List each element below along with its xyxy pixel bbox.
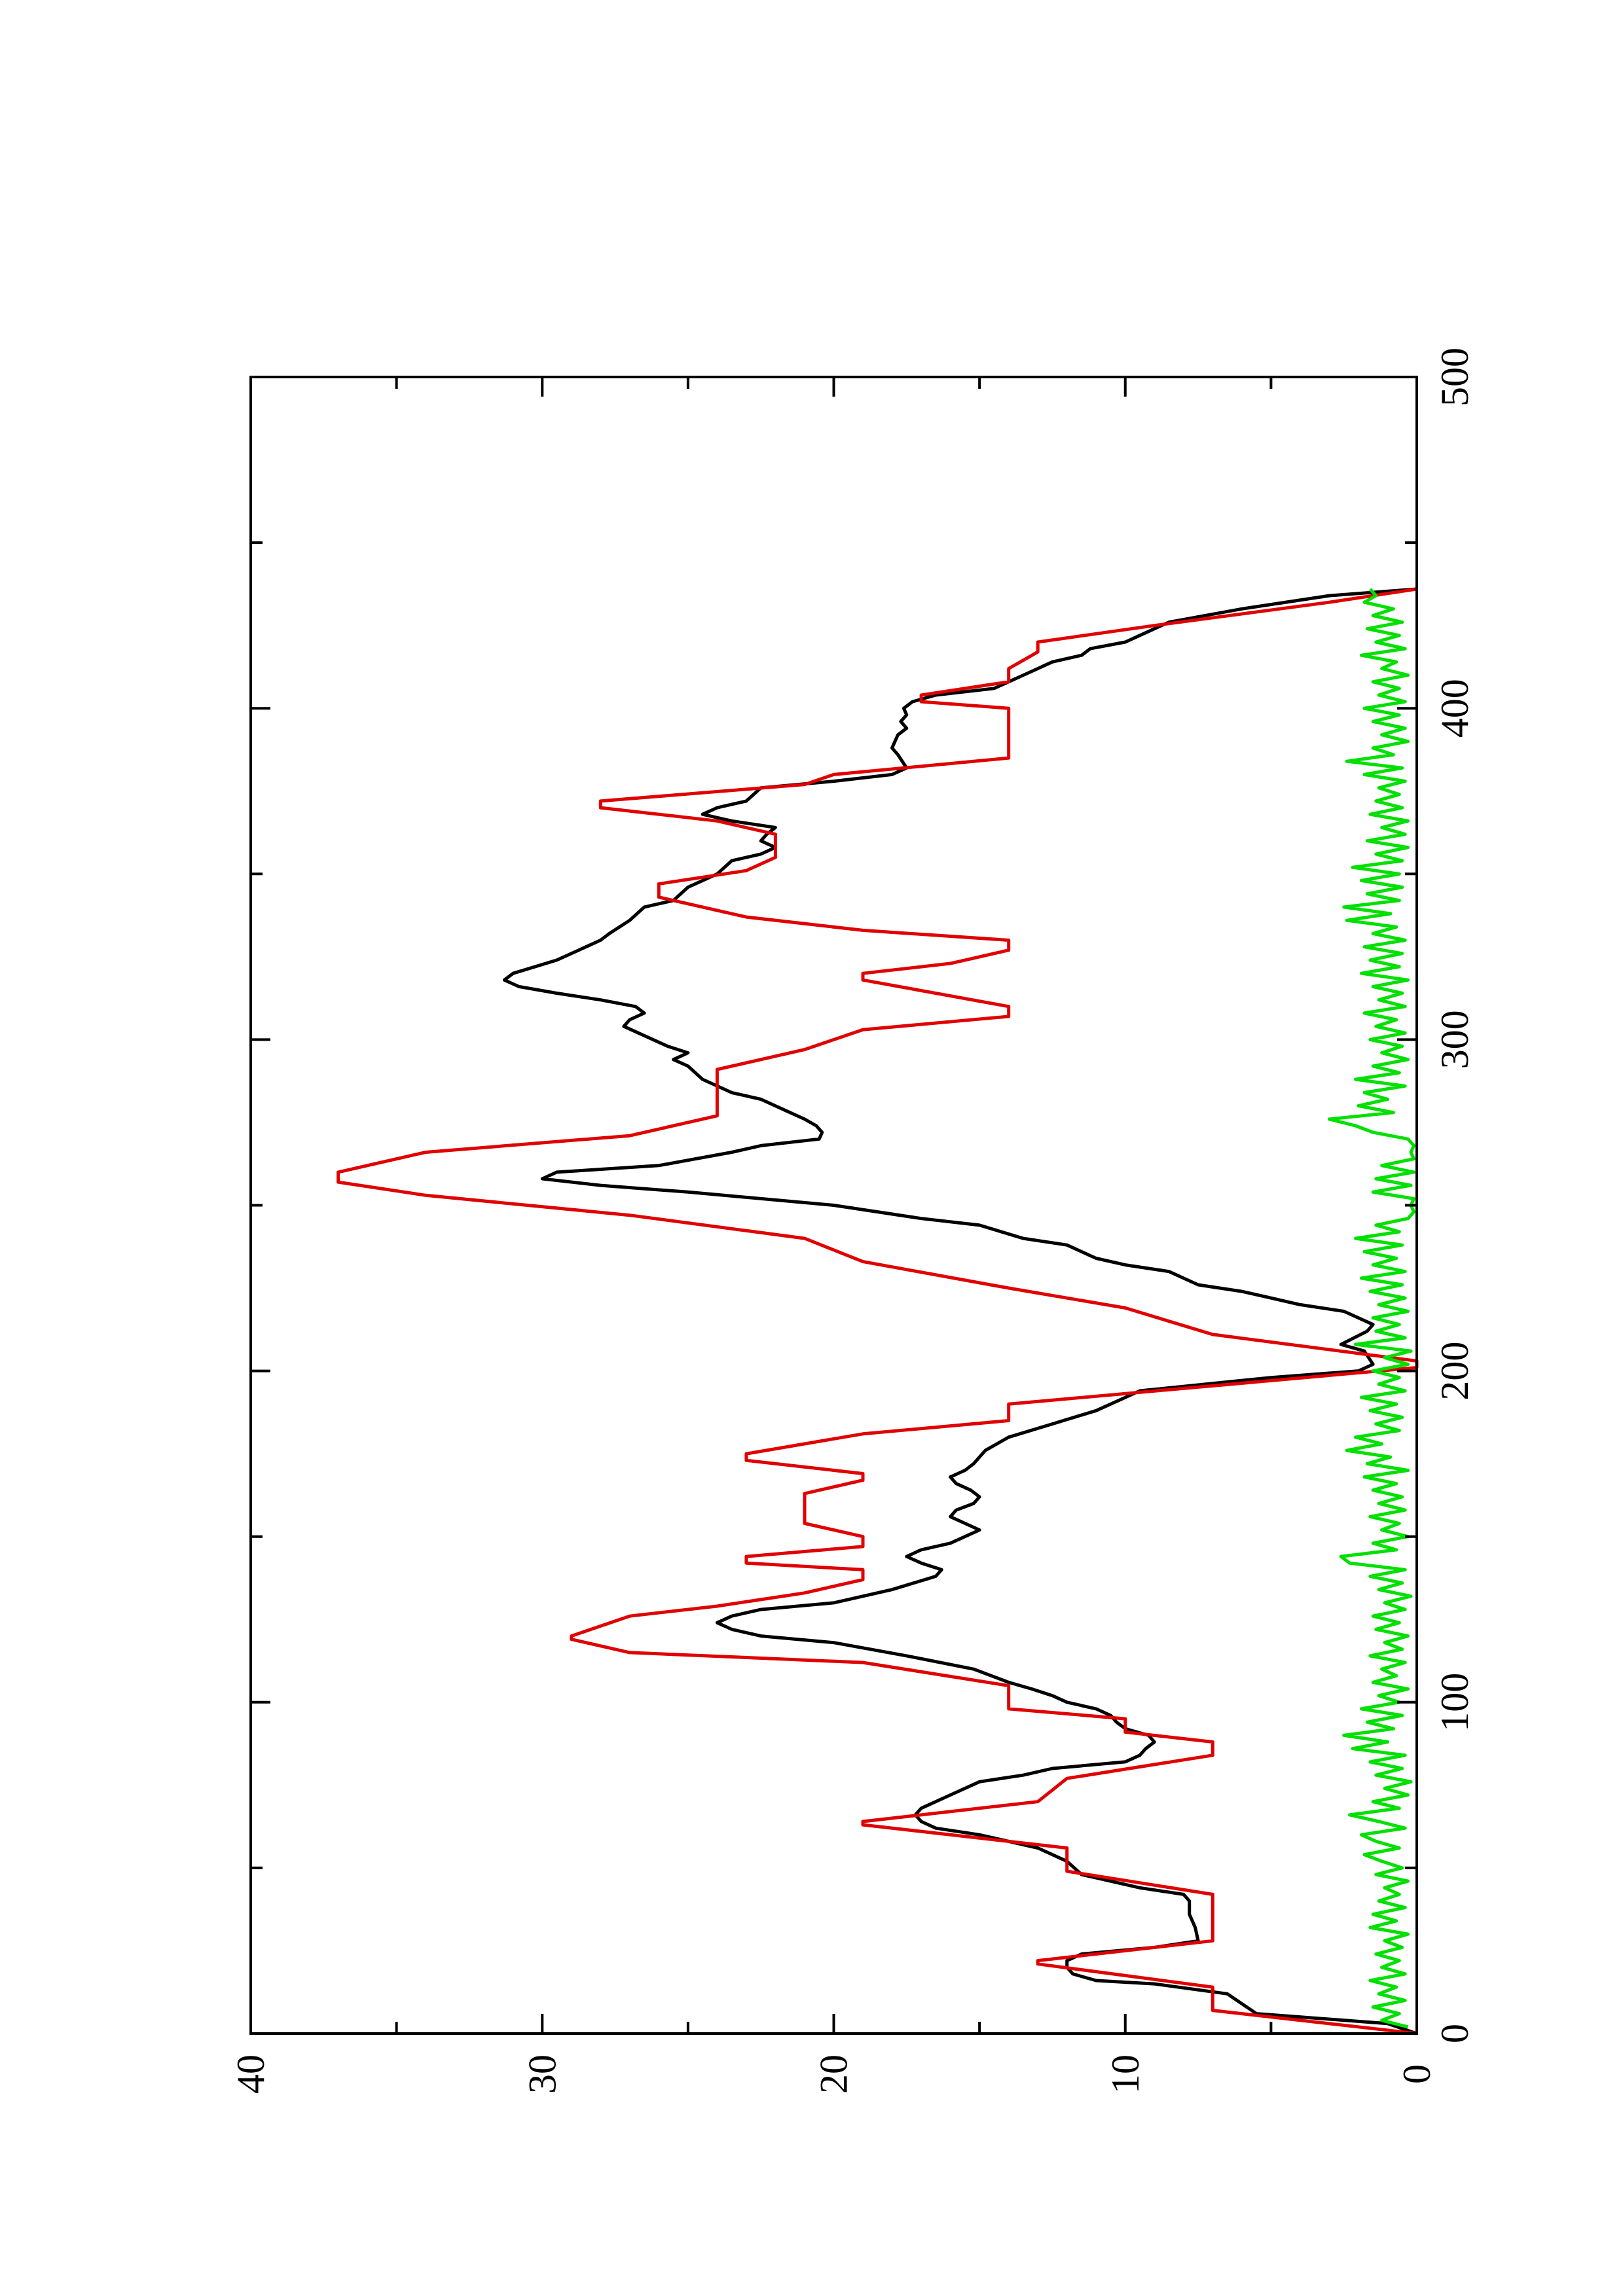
series-line-1: [502, 587, 1417, 2036]
series-layer: [337, 587, 1419, 2036]
x-tick-label-200: 200: [1433, 1342, 1476, 1401]
x-tick-label-100: 100: [1433, 1673, 1476, 1732]
tick-layer: 0 100 200 300 400 500 0 10 20 30 40: [229, 348, 1476, 2094]
y-tick-label-30: 30: [520, 2054, 564, 2094]
series-line-2: [337, 587, 1419, 2036]
y-tick-label-0: 0: [1395, 2064, 1438, 2084]
x-tick-label-0: 0: [1433, 2024, 1476, 2043]
x-tick-label-500: 500: [1433, 348, 1476, 406]
x-tick-label-300: 300: [1433, 1010, 1476, 1069]
x-tick-label-400: 400: [1433, 679, 1476, 738]
series-line-3: [1327, 588, 1415, 2029]
y-tick-label-20: 20: [812, 2054, 856, 2094]
plot-frame: [249, 376, 1418, 2035]
y-tick-label-40: 40: [229, 2054, 272, 2094]
y-tick-label-10: 10: [1104, 2054, 1147, 2094]
